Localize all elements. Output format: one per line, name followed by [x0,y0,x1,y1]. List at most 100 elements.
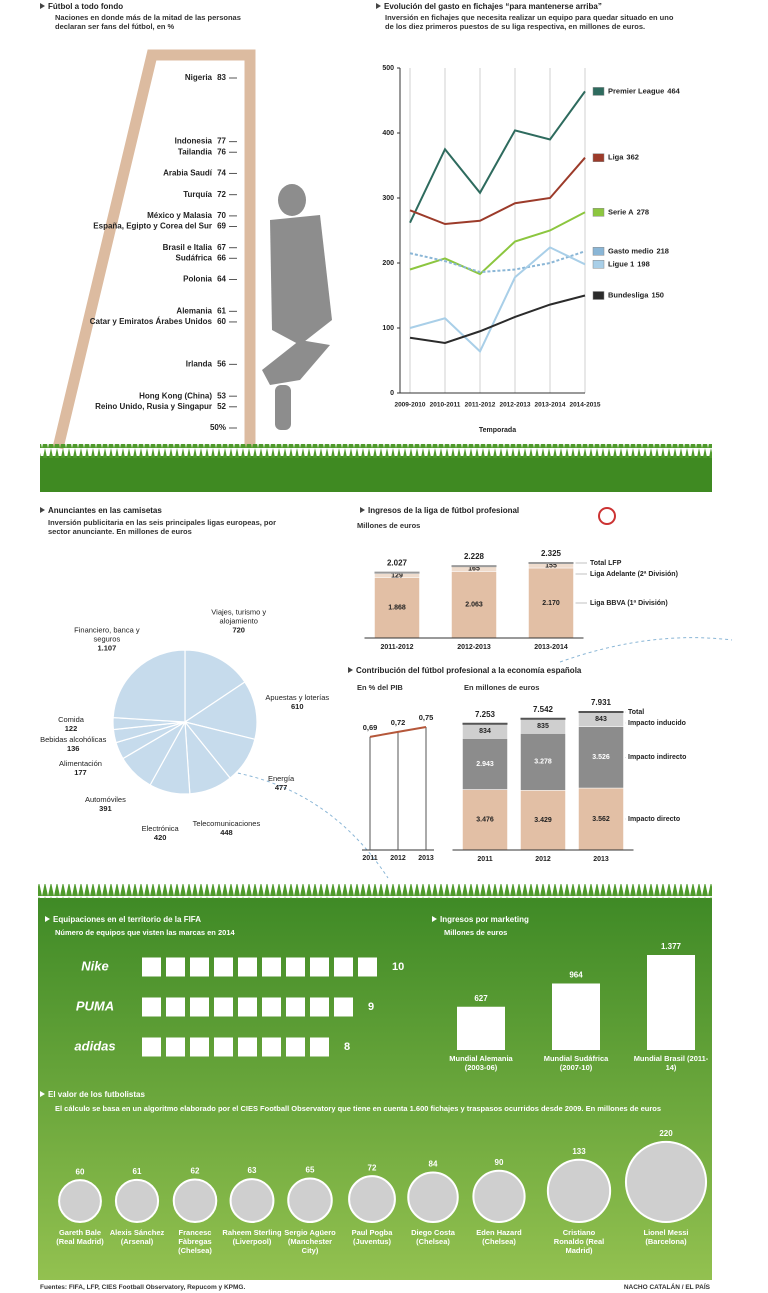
country-label: Nigeria [185,73,213,82]
grass-blades [40,444,712,458]
value-label: 627 [474,994,488,1003]
player-bubble [624,1140,708,1223]
legend-label: Gasto medio [608,246,654,255]
series-line [409,250,586,274]
segment-label: 165 [468,566,480,573]
bar [552,983,600,1050]
brand-logo: adidas [74,1038,115,1053]
segment-label: 3.526 [592,754,610,761]
bar-segment [451,571,497,639]
segment-label: 835 [537,723,549,730]
unit-square [190,997,209,1017]
x-tick-label: 2011-2012 [465,402,496,409]
value-label: 66 [217,253,226,262]
pie-slice [184,649,246,724]
segment-label: 3.278 [534,759,552,766]
segment-label: 3.429 [534,817,552,824]
grass-blades [38,884,712,899]
legend-swatch [592,153,605,162]
y-tick-label: 300 [382,195,394,202]
unit-square [238,997,257,1017]
total-label: 2.228 [464,552,485,561]
x-axis-label: Temporada [479,427,516,434]
ball-trajectory [559,637,733,663]
value-label: 62 [191,1167,200,1176]
unit-square [334,957,353,977]
unit-square [286,1037,305,1057]
series-line [409,246,586,354]
legend-label: Liga BBVA (1ª División) [590,600,668,607]
legend-swatch [592,87,605,96]
unit-square [286,957,305,977]
value-label: 60 [217,317,226,326]
end-value-label: 362 [626,153,639,162]
total-label: 7.542 [533,705,554,714]
brand-logo: PUMA [76,998,114,1013]
x-tick-label: 2012 [390,855,406,862]
country-label: Polonia [183,275,212,284]
unit-square [190,957,209,977]
player-bubble [407,1171,459,1224]
country-label: Irlanda [186,359,213,368]
legend-label: Ligue 1 [608,259,634,268]
legend-swatch [592,247,605,256]
unit-square [262,997,281,1017]
pie-slice [112,649,186,723]
unit-square [142,957,161,977]
legend-label: Serie A [608,207,634,216]
value-label: 60 [76,1167,85,1176]
value-label: 72 [217,190,226,199]
value-label: 72 [368,1163,377,1172]
segment-label: 834 [479,728,491,735]
unit-square [166,997,185,1017]
country-label: Arabia Saudí [163,169,213,178]
unit-square [190,1037,209,1057]
series-line [409,157,586,226]
y-tick-label: 0 [390,390,394,397]
country-label: España, Egipto y Corea del Sur [93,222,212,231]
segment-label: 2.063 [465,602,483,609]
bar [457,1006,505,1050]
series-line [369,726,427,738]
x-tick-label: 2013-2014 [534,644,568,651]
y-tick-label: 200 [382,260,394,267]
x-tick-label: 2013 [418,855,434,862]
value-label: 83 [217,73,226,82]
player-bubble [58,1179,102,1224]
bar-segment [520,733,566,791]
x-tick-label: 2011 [362,855,377,862]
end-value-label: 464 [667,86,680,95]
value-label: 90 [495,1158,504,1167]
unit-square [310,1037,329,1057]
unit-square [238,1037,257,1057]
country-label: Indonesia [175,137,213,146]
value-label: 70 [217,211,226,220]
brand-logo: Nike [81,958,108,973]
unit-square [166,957,185,977]
player-bubble [172,1178,218,1224]
value-label: 65 [306,1166,315,1175]
player-bubble [229,1178,275,1224]
value-label: 76 [217,147,226,156]
legend-label: Liga [608,153,624,162]
y-tick-label: 50% [210,423,226,432]
legend-label: Impacto indirecto [628,754,686,761]
player-silhouette [262,184,332,430]
end-value-label: 198 [637,259,650,268]
legend-swatch [592,208,605,217]
segment-label: 2.943 [476,761,494,768]
x-tick-label: 2011-2012 [380,644,413,651]
value-label: 0,72 [391,718,406,727]
value-label: 84 [429,1160,438,1169]
unit-square [238,957,257,977]
unit-square [142,1037,161,1057]
value-label: 61 [217,306,226,315]
segment-label: 843 [595,716,607,723]
legend-label: Total [628,709,644,716]
legend-label: Bundesliga [608,290,649,299]
player-bubble [472,1169,526,1223]
value-label: 77 [217,137,226,146]
x-tick-label: 2014-2015 [569,402,600,409]
